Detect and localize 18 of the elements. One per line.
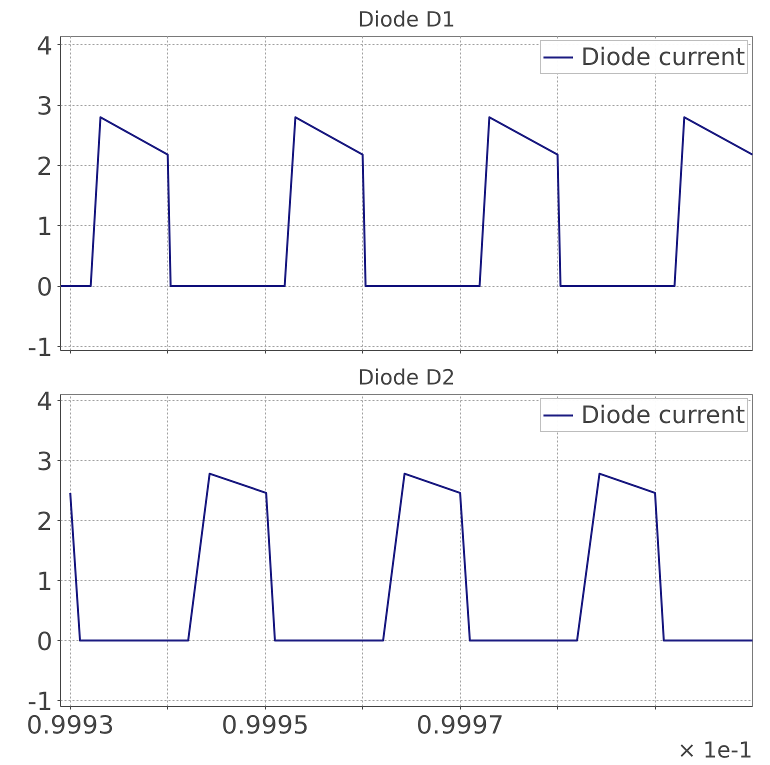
y-tick-label: 3 xyxy=(36,447,52,476)
y-tick-label: 0 xyxy=(36,627,52,656)
y-tick-label: 2 xyxy=(36,152,52,181)
y-tick-label: -1 xyxy=(28,332,53,362)
y-tick-label: 3 xyxy=(36,92,52,121)
y-tick-label: 2 xyxy=(36,507,52,536)
y-tick-label: 4 xyxy=(36,31,52,60)
y-tick-label: 1 xyxy=(36,567,52,596)
y-tick-label: 4 xyxy=(36,387,52,416)
chart-title: Diode D2 xyxy=(358,366,456,390)
y-tick-label: 1 xyxy=(36,212,52,242)
y-tick-label: 0 xyxy=(36,272,52,302)
legend-label: Diode current xyxy=(580,401,745,429)
x-tick-label: 0.9995 xyxy=(221,710,309,740)
chart-title: Diode D1 xyxy=(358,8,456,32)
legend-label: Diode current xyxy=(580,43,745,71)
x-tick-label: 0.9997 xyxy=(416,710,504,740)
text: × 1e-1 xyxy=(678,738,753,764)
